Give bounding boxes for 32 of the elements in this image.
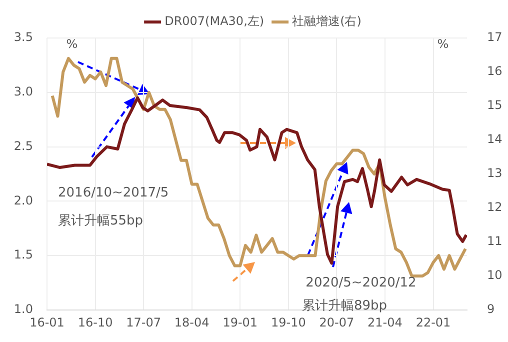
x-tick-label: 20-07 xyxy=(319,315,354,330)
y2-tick-label: 10 xyxy=(487,268,502,282)
x-tick-label: 21-04 xyxy=(368,315,402,330)
legend-label: DR007(MA30,左) xyxy=(164,14,264,28)
annotation: 2020/5~2020/12 xyxy=(306,276,416,291)
x-tick-label: 22-01 xyxy=(416,315,451,330)
y2-tick-label: 12 xyxy=(487,200,502,214)
annotation: 累计升幅89bp xyxy=(302,298,388,314)
x-tick-label: 16-01 xyxy=(30,315,64,330)
annotation: 2016/10~2017/5 xyxy=(58,185,169,200)
x-tick-label: 19-10 xyxy=(270,315,306,330)
x-tick-label: 19-01 xyxy=(222,315,258,330)
y-tick-label: 1.0 xyxy=(14,302,33,316)
x-tick-label: 17-07 xyxy=(126,315,161,330)
y2-tick-label: 16 xyxy=(487,64,502,78)
y-tick-label: 1.5 xyxy=(14,248,33,262)
y2-axis-title: % xyxy=(437,37,449,52)
y2-tick-label: 15 xyxy=(487,98,502,112)
y2-tick-label: 14 xyxy=(487,132,502,146)
y-tick-label: 3.5 xyxy=(14,30,33,44)
x-tick-label: 18-04 xyxy=(174,315,210,330)
legend-label: 社融增速(右) xyxy=(292,14,362,28)
annotation: 累计升幅55bp xyxy=(58,213,144,228)
y-tick-label: 3.0 xyxy=(14,84,33,99)
y-tick-label: 2.5 xyxy=(14,138,33,153)
y2-tick-label: 11 xyxy=(487,234,502,248)
y-axis-title: % xyxy=(66,37,78,52)
y2-tick-label: 17 xyxy=(487,30,502,44)
y-tick-label: 2.0 xyxy=(14,193,33,208)
y2-tick-label: 13 xyxy=(487,166,502,180)
y2-tick-label: 9 xyxy=(487,302,495,316)
x-tick-label: 16-10 xyxy=(78,315,113,330)
